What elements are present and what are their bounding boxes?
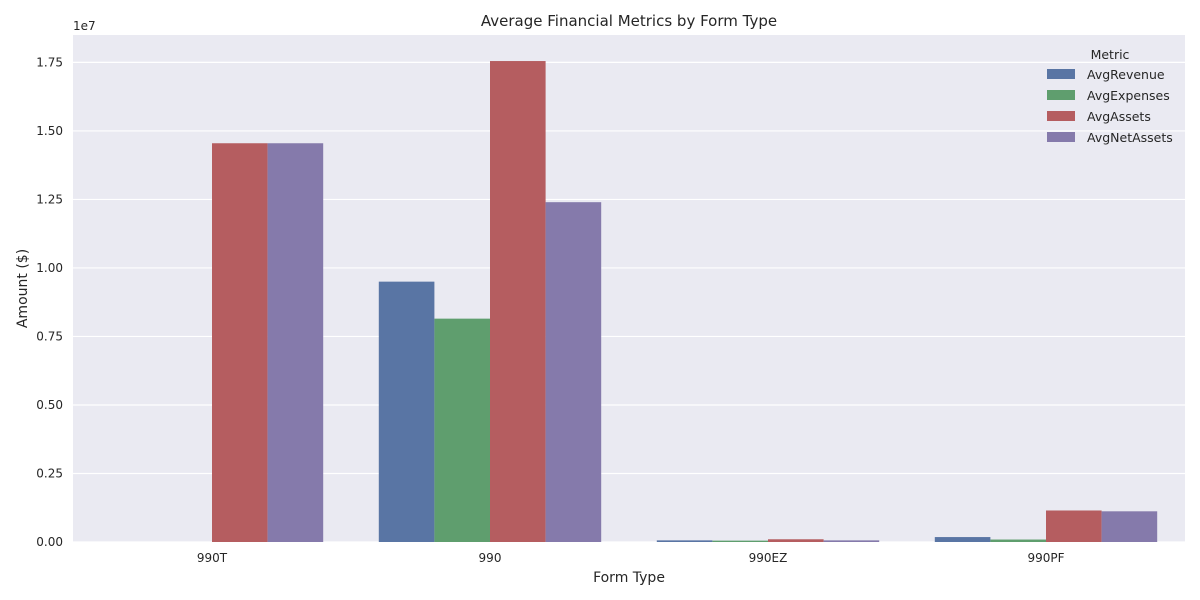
x-tick-label: 990 bbox=[479, 551, 502, 565]
legend-label: AvgRevenue bbox=[1087, 67, 1165, 82]
legend-label: AvgAssets bbox=[1087, 109, 1151, 124]
bar-avgrevenue-990ez bbox=[656, 540, 713, 542]
y-tick-label: 0.00 bbox=[36, 535, 63, 549]
y-tick-label: 0.75 bbox=[36, 329, 63, 343]
legend-swatch bbox=[1047, 111, 1075, 121]
bar-avgassets-990t bbox=[212, 143, 268, 543]
bar-avgexpenses-990pf bbox=[990, 539, 1046, 542]
chart-title: Average Financial Metrics by Form Type bbox=[481, 12, 777, 30]
legend-label: AvgExpenses bbox=[1087, 88, 1170, 103]
legend-swatch bbox=[1047, 69, 1075, 79]
legend-title: Metric bbox=[1091, 47, 1130, 62]
x-tick-label: 990EZ bbox=[749, 551, 788, 565]
legend-swatch bbox=[1047, 132, 1075, 142]
y-tick-label: 1.50 bbox=[36, 124, 63, 138]
y-tick-label: 0.25 bbox=[36, 466, 63, 480]
legend: Metric AvgRevenue AvgExpenses AvgAssets Avg… bbox=[1047, 47, 1173, 145]
bar-avgrevenue-990pf bbox=[934, 537, 991, 542]
bar-avgexpenses-990 bbox=[434, 318, 490, 542]
y-axis-title: Amount ($) bbox=[15, 249, 31, 328]
bar-avgrevenue-990 bbox=[378, 281, 435, 542]
bar-avgassets-990 bbox=[490, 61, 546, 543]
bar-avgassets-990pf bbox=[1046, 510, 1102, 542]
y-tick-label: 1.75 bbox=[36, 55, 63, 69]
y-tick-label: 1.00 bbox=[36, 261, 63, 275]
y-tick-label: 0.50 bbox=[36, 398, 63, 412]
x-axis-title: Form Type bbox=[593, 570, 665, 586]
legend-label: AvgNetAssets bbox=[1087, 130, 1173, 145]
y-tick-label: 1.25 bbox=[36, 192, 63, 206]
x-tick-label: 990T bbox=[197, 551, 228, 565]
bar-avgnetassets-990ez bbox=[823, 540, 880, 542]
bar-avgnetassets-990 bbox=[545, 202, 602, 542]
x-tick-label: 990PF bbox=[1027, 551, 1064, 565]
bars bbox=[212, 61, 1158, 543]
bar-avgassets-990ez bbox=[768, 539, 824, 542]
bar-avgnetassets-990t bbox=[267, 143, 324, 543]
bar-avgexpenses-990ez bbox=[712, 540, 768, 542]
legend-swatch bbox=[1047, 90, 1075, 100]
bar-avgnetassets-990pf bbox=[1101, 511, 1158, 542]
y-axis-ticks: 0.00 0.25 0.50 0.75 1.00 1.25 1.50 1.75 bbox=[36, 55, 63, 549]
y-axis-offset-label: 1e7 bbox=[73, 19, 96, 33]
x-axis-ticks: 990T 990 990EZ 990PF bbox=[197, 551, 1065, 565]
